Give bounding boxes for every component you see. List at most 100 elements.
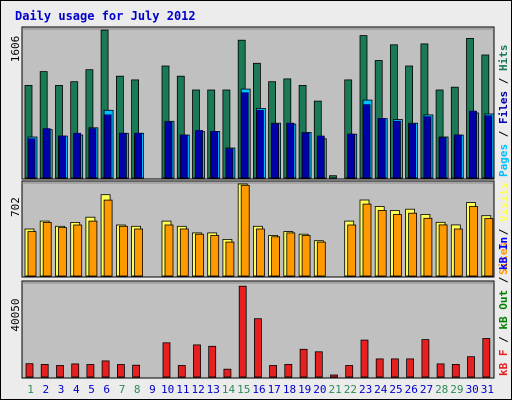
x-tick-label: 31 [481,383,494,396]
bar-pages-cap [134,133,142,136]
bar-sites-day-10 [164,224,174,277]
bar-pages-day-25 [392,120,401,179]
legend-item: Files [497,91,510,124]
legend-item: kB F [497,350,510,377]
bar-pages-cap [210,131,218,134]
bar-pages-day-22 [347,133,356,179]
x-tick-label: 17 [268,383,281,396]
bar-kb-f-day-6 [101,360,110,378]
legend-item: Pages [497,144,510,177]
bar-pages-day-5 [88,128,97,179]
bar-kb-f-day-14 [223,368,232,378]
bar-pages-cap [317,136,325,139]
bar-kb-f-day-8 [132,364,141,378]
bar-kb-f-day-29 [451,363,460,378]
bar-kb-f-day-15 [238,285,247,378]
legend-separator: / [497,71,510,91]
bar-sites-day-29 [453,228,463,277]
bar-pages-day-26 [408,123,417,179]
legend-item: kB Out [497,290,510,330]
bar-pages-day-16 [255,109,264,179]
bar-pages-cap [271,124,279,127]
bar-pages-cap [256,110,264,113]
x-tick-label: 26 [405,383,418,396]
bar-sites-day-4 [73,224,83,277]
bar-kb-f-day-21 [330,374,338,378]
bar-sites-day-15 [240,184,250,277]
x-tick-label: 28 [435,383,448,396]
x-tick-label: 15 [237,383,250,396]
bar-kb-f-day-3 [56,365,64,378]
bar-pages-day-31 [484,115,493,179]
x-tick-label: 20 [313,383,326,396]
bar-pages-cap [241,92,249,95]
bar-kb-f-day-12 [193,344,201,378]
x-tick-label: 16 [252,383,265,396]
bar-pages-day-13 [210,131,219,179]
bar-kb-f-day-7 [117,364,125,378]
bar-sites-day-14 [225,241,235,277]
legend-hits-files-pages: Pages / Files / Hits [497,45,510,178]
bar-kb-f-day-22 [345,365,354,378]
bar-kb-f-day-11 [177,365,186,378]
bar-pages-cap [88,128,96,131]
bar-pages-day-20 [316,135,325,179]
bar-pages-cap [195,130,203,133]
bar-pages-cap [439,137,447,140]
bar-pages-cap [302,133,310,136]
bar-pages-cap [28,138,35,141]
bar-hits-day-21 [329,175,337,179]
bar-pages-cap [165,122,172,125]
bar-sites-day-27 [423,217,433,277]
x-tick-label: 5 [88,383,95,396]
bar-sites-day-2 [42,221,52,277]
bar-pages-cap [378,118,386,121]
bar-pages-day-30 [469,110,477,179]
x-tick-label: 24 [374,383,388,396]
legend-separator: / [497,330,510,350]
bar-kb-f-day-1 [25,363,34,378]
x-tick-label: 13 [207,383,220,396]
x-tick-label: 29 [450,383,463,396]
x-tick-label: 25 [389,383,402,396]
x-tick-label: 7 [119,383,126,396]
bar-sites-day-16 [255,228,265,277]
bar-kb-f-day-5 [86,364,95,378]
x-tick-label: 19 [298,383,311,396]
bar-pages-cap [484,115,492,118]
bar-sites-day-20 [316,241,326,277]
bar-kb-f-day-26 [406,358,415,378]
bar-pages-day-7 [119,132,127,179]
legend-item: Sites [497,242,510,275]
bar-pages-day-3 [58,135,66,179]
bar-sites-day-3 [58,227,67,277]
bar-pages-day-24 [377,118,386,179]
bar-pages-cap [43,128,51,131]
x-tick-label: 9 [149,383,156,396]
legend-item: kB In [497,237,510,270]
x-tick-label: 2 [42,383,49,396]
bar-pages-day-6 [103,114,112,179]
bar-pages-day-10 [164,121,173,179]
bar-kb-f-day-10 [162,342,171,378]
ymax-label-kb: 40050 [9,298,22,331]
x-tick-label: 22 [344,383,357,396]
bar-sites-day-30 [469,206,478,277]
x-tick-label: 18 [283,383,296,396]
bar-sites-day-31 [484,218,494,277]
x-tick-label: 6 [103,383,110,396]
legend-item: Hits [497,45,510,72]
bar-sites-day-7 [119,225,128,277]
bar-sites-day-1 [27,231,37,277]
bar-kb-f-day-16 [253,318,262,378]
bar-kb-f-day-13 [208,345,217,378]
bar-pages-day-15 [240,92,249,179]
x-tick-label: 12 [191,383,204,396]
bar-sites-day-22 [347,224,357,277]
bar-sites-day-5 [88,220,98,277]
bar-pages-cap [180,135,188,138]
x-tick-label: 4 [73,383,80,396]
bar-pages-cap [408,124,416,127]
